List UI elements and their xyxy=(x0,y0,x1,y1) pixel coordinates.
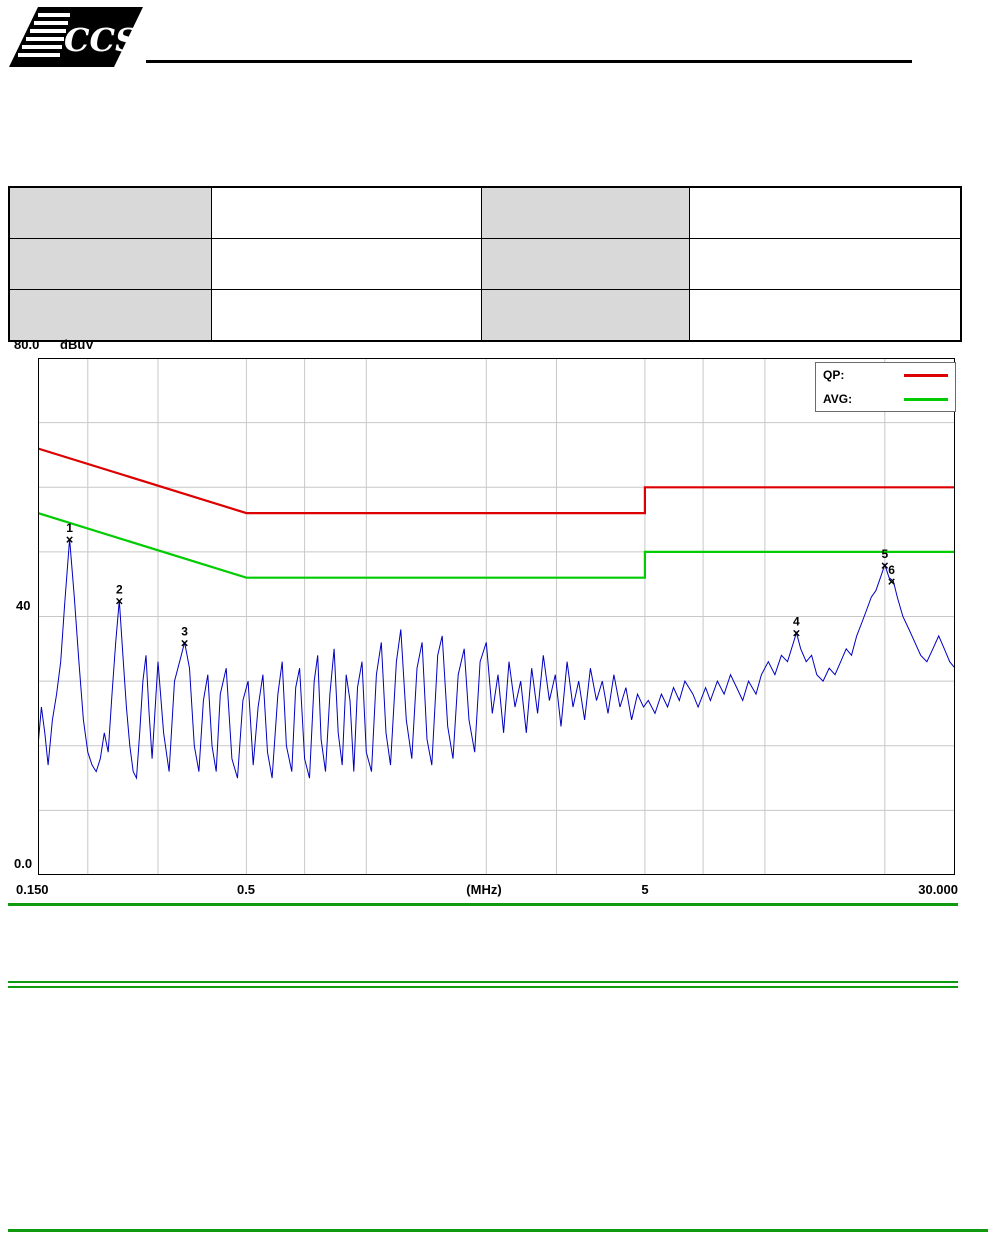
ccs-logo: CCS xyxy=(8,6,144,68)
y-axis-mid-label: 40 xyxy=(16,598,31,613)
plot-border xyxy=(38,358,955,875)
info-label-cell xyxy=(480,238,690,290)
green-divider-rule xyxy=(8,981,958,983)
legend-avg-label: AVG: xyxy=(823,392,853,406)
table-row xyxy=(8,186,962,239)
limit-line-qp xyxy=(38,447,955,515)
peak-marker-number: 1 xyxy=(66,521,73,535)
legend: QP: AVG: xyxy=(815,362,956,412)
info-label-cell xyxy=(8,238,212,290)
logo-stripe xyxy=(22,45,62,49)
peak-marker-number: 4 xyxy=(793,615,800,629)
x-tick-0150: 0.150 xyxy=(16,882,49,897)
info-value-cell xyxy=(688,238,962,290)
x-tick-5: 5 xyxy=(641,882,649,897)
peak-marker-x: × xyxy=(116,593,124,608)
table-row xyxy=(8,238,962,290)
peak-marker-number: 5 xyxy=(881,547,888,561)
legend-qp-line xyxy=(904,373,948,377)
limit-line-avg xyxy=(38,512,955,579)
peak-marker-x: × xyxy=(793,626,801,641)
table-row xyxy=(8,289,962,342)
info-value-cell xyxy=(210,238,482,290)
peak-marker-number: 2 xyxy=(116,582,123,596)
y-axis-min-label: 0.0 xyxy=(14,856,33,871)
logo-stripe xyxy=(18,53,60,57)
peak-marker-x: × xyxy=(66,532,74,547)
peak-marker-number: 6 xyxy=(888,563,895,577)
logo-stripe xyxy=(30,29,66,33)
ccs-logo-graphic: CCS xyxy=(9,7,143,67)
x-axis-title: (MHz) xyxy=(466,882,502,897)
legend-qp-label: QP: xyxy=(823,368,845,382)
y-axis-max-label: 80.0 xyxy=(14,337,40,352)
legend-row-qp: QP: xyxy=(816,368,955,382)
plot-canvas: ×1×2×3 ×4×5×6 xyxy=(38,358,955,875)
info-label-cell xyxy=(480,186,690,239)
info-label-cell xyxy=(8,186,212,239)
logo-stripe xyxy=(34,21,68,25)
logo-text: CCS xyxy=(64,21,138,59)
info-value-cell xyxy=(210,186,482,239)
peak-marker-x: × xyxy=(888,574,896,589)
legend-row-avg: AVG: xyxy=(816,392,955,406)
y-axis-unit-label: dBuV xyxy=(60,337,94,352)
logo-stripe xyxy=(26,37,64,41)
test-info-table xyxy=(8,186,962,342)
measurement-trace xyxy=(38,538,955,780)
legend-avg-line xyxy=(904,397,948,401)
peak-marker-number: 3 xyxy=(181,624,188,638)
peak-marker-x: × xyxy=(181,635,189,650)
info-value-cell xyxy=(688,289,962,342)
green-divider-rule xyxy=(8,1229,988,1232)
logo-stripe xyxy=(38,13,70,17)
info-value-cell xyxy=(688,186,962,239)
peak-marker-x: × xyxy=(881,558,889,573)
header-rule xyxy=(146,60,912,63)
x-tick-30000: 30.000 xyxy=(918,882,958,897)
emissions-chart: 80.0 dBuV 40 0.0 × 1 × 2 × 3 × 4 × 5 × 6 QP: AVG: 0… xyxy=(0,330,996,900)
info-value-cell xyxy=(210,289,482,342)
info-label-cell xyxy=(480,289,690,342)
green-divider-rule xyxy=(8,903,958,906)
green-divider-rule xyxy=(8,986,958,988)
x-tick-05: 0.5 xyxy=(236,882,256,897)
